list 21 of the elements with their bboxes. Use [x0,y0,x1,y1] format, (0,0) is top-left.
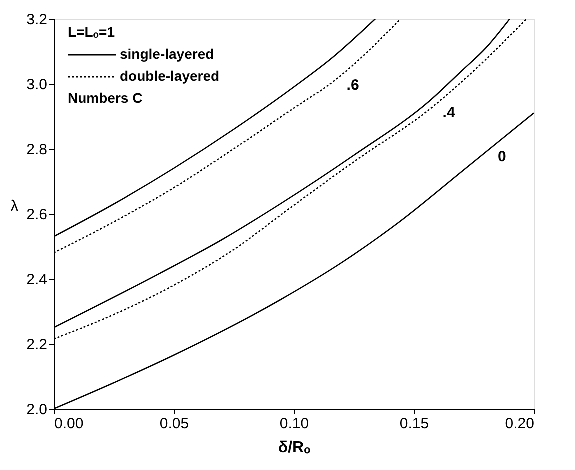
y-tick-label: 2.4 [26,272,48,288]
legend-label: double-layered [120,68,220,84]
legend-title: L=Lₒ=1 [68,24,116,40]
x-axis-title: δ/Rₒ [278,440,312,456]
x-tick-label: 0.20 [505,416,534,432]
y-tick-label: 3.0 [26,76,48,94]
annotation: 0 [498,148,506,166]
legend-label: single-layered [120,46,214,62]
annotation: Numbers C [68,90,143,106]
x-tick-label: 0.05 [160,416,190,432]
y-axis-title: λ [10,198,19,216]
y-tick-label: 2.8 [26,142,48,158]
annotation: .6 [346,76,360,94]
y-tick-label: 2.2 [26,336,48,354]
x-tick-label: 0.00 [54,416,84,432]
annotation: .4 [442,104,456,122]
y-tick-label: 2.6 [26,206,48,224]
y-tick-label: 3.2 [26,12,48,28]
x-tick-label: 0.15 [400,416,430,432]
x-tick-label: 0.10 [280,416,310,432]
y-tick-label: 2.0 [26,402,48,418]
